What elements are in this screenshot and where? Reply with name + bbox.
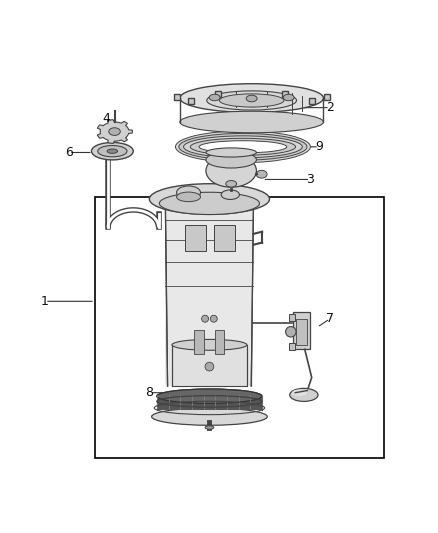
Ellipse shape — [152, 408, 267, 425]
Bar — [157, 396, 262, 410]
Bar — [293, 312, 311, 349]
Ellipse shape — [179, 133, 307, 160]
Ellipse shape — [206, 148, 256, 157]
Ellipse shape — [180, 84, 323, 112]
Ellipse shape — [157, 389, 262, 403]
Ellipse shape — [159, 192, 259, 215]
Ellipse shape — [177, 186, 201, 199]
Ellipse shape — [177, 192, 201, 201]
Ellipse shape — [172, 340, 247, 350]
Ellipse shape — [157, 389, 262, 403]
Ellipse shape — [256, 171, 267, 178]
Text: 6: 6 — [65, 146, 73, 159]
Ellipse shape — [226, 181, 237, 187]
Text: 4: 4 — [102, 112, 110, 125]
Text: 2: 2 — [326, 101, 334, 114]
Text: 9: 9 — [315, 140, 323, 154]
Text: 8: 8 — [145, 386, 153, 399]
Ellipse shape — [149, 184, 269, 214]
Bar — [185, 225, 206, 251]
Bar — [214, 225, 235, 251]
Bar — [289, 343, 295, 350]
Ellipse shape — [219, 94, 284, 107]
Ellipse shape — [109, 128, 120, 135]
Ellipse shape — [283, 94, 294, 101]
Ellipse shape — [191, 138, 296, 155]
Text: 7: 7 — [326, 312, 334, 325]
Ellipse shape — [98, 146, 127, 157]
Polygon shape — [97, 120, 132, 143]
Bar — [172, 345, 247, 386]
Bar — [289, 314, 295, 321]
Bar — [296, 319, 307, 345]
Text: 1: 1 — [41, 295, 49, 308]
Circle shape — [201, 315, 208, 322]
Ellipse shape — [206, 154, 256, 187]
Ellipse shape — [206, 151, 256, 168]
Ellipse shape — [92, 142, 133, 160]
Circle shape — [205, 362, 214, 371]
Bar — [215, 329, 224, 353]
Ellipse shape — [292, 390, 307, 396]
Bar — [95, 197, 385, 458]
Ellipse shape — [207, 91, 297, 110]
Bar — [194, 329, 204, 353]
Ellipse shape — [246, 95, 257, 102]
Circle shape — [286, 327, 296, 337]
Ellipse shape — [199, 141, 287, 153]
Circle shape — [210, 315, 217, 322]
Ellipse shape — [180, 111, 323, 133]
Bar — [166, 206, 254, 386]
Ellipse shape — [221, 190, 240, 199]
Ellipse shape — [205, 426, 214, 429]
Ellipse shape — [184, 136, 302, 158]
Ellipse shape — [176, 131, 311, 163]
Ellipse shape — [107, 149, 117, 154]
Text: 3: 3 — [307, 173, 314, 186]
Ellipse shape — [290, 389, 318, 401]
Ellipse shape — [209, 94, 220, 101]
